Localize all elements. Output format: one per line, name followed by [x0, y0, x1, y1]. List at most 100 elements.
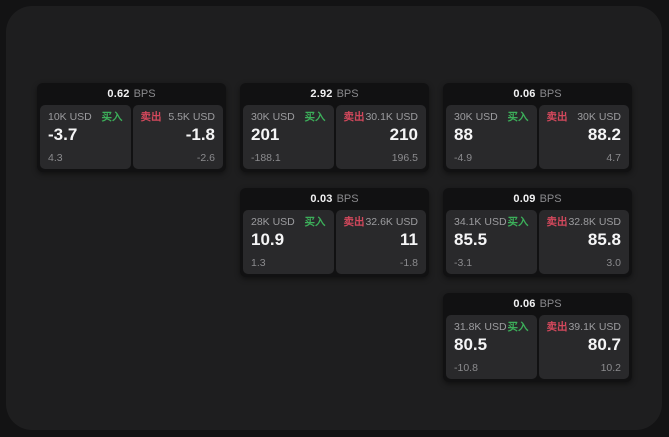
- buy-price: 88: [454, 125, 473, 144]
- buy-panel-topline: 30K USD 买入: [454, 111, 529, 123]
- buy-notional: 30K USD: [251, 111, 295, 123]
- buy-panel[interactable]: 30K USD 买入 201 -188.1: [243, 105, 334, 169]
- spread-bps-value: 0.62: [107, 88, 130, 100]
- spread-bps-unit: BPS: [336, 88, 359, 100]
- sell-panel-topline: 卖出 39.1K USD: [547, 321, 622, 333]
- sell-tag: 卖出: [343, 216, 365, 228]
- buy-change: -3.1: [454, 257, 473, 269]
- buy-change: -188.1: [251, 152, 281, 164]
- sell-panel-topline: 卖出 32.6K USD: [344, 216, 419, 228]
- sell-panel-topline: 卖出 30K USD: [547, 111, 622, 123]
- spread-bps-unit: BPS: [539, 193, 562, 205]
- sell-notional: 30K USD: [577, 111, 621, 123]
- sell-notional: 32.8K USD: [568, 216, 621, 228]
- sell-price: 11: [400, 230, 418, 249]
- sell-notional: 32.6K USD: [365, 216, 418, 228]
- sell-notional: 5.5K USD: [168, 111, 215, 123]
- buy-tag: 买入: [304, 111, 326, 123]
- sell-notional: 39.1K USD: [568, 321, 621, 333]
- sell-panel[interactable]: 卖出 30.1K USD 210 196.5: [335, 105, 426, 169]
- sell-price: -1.8: [185, 125, 215, 144]
- buy-change: -10.8: [454, 362, 478, 374]
- buy-panel-topline: 31.8K USD 买入: [454, 321, 529, 333]
- sell-tag: 卖出: [343, 111, 365, 123]
- quote-card: 0.62 BPS 10K USD 买入 -3.7 4.3 卖出 5.5K USD…: [37, 83, 226, 172]
- spread-header: 0.06 BPS: [446, 293, 629, 315]
- sell-change: 196.5: [391, 152, 418, 164]
- buy-change: -4.9: [454, 152, 473, 164]
- sell-change: -2.6: [196, 152, 215, 164]
- sell-price: 80.7: [587, 335, 621, 354]
- sell-tag: 卖出: [546, 111, 568, 123]
- spread-bps-unit: BPS: [539, 88, 562, 100]
- sell-change: 4.7: [606, 152, 621, 164]
- spread-bps-unit: BPS: [133, 88, 156, 100]
- sell-panel[interactable]: 卖出 5.5K USD -1.8 -2.6: [132, 105, 223, 169]
- buy-panel-topline: 34.1K USD 买入: [454, 216, 529, 228]
- sell-tag: 卖出: [546, 321, 568, 333]
- buy-tag: 买入: [101, 111, 123, 123]
- spread-bps-unit: BPS: [539, 298, 562, 310]
- quote-card: 2.92 BPS 30K USD 买入 201 -188.1 卖出 30.1K …: [240, 83, 429, 172]
- buy-panel[interactable]: 30K USD 买入 88 -4.9: [446, 105, 537, 169]
- buy-panel-topline: 30K USD 买入: [251, 111, 326, 123]
- buy-panel[interactable]: 34.1K USD 买入 85.5 -3.1: [446, 210, 537, 274]
- buy-panel-topline: 28K USD 买入: [251, 216, 326, 228]
- sell-panel-topline: 卖出 5.5K USD: [141, 111, 216, 123]
- spread-bps-value: 0.09: [513, 193, 536, 205]
- spread-bps-value: 0.06: [513, 88, 536, 100]
- spread-header: 0.06 BPS: [446, 83, 629, 105]
- buy-panel-topline: 10K USD 买入: [48, 111, 123, 123]
- buy-price: 85.5: [454, 230, 488, 249]
- quote-card: 0.06 BPS 31.8K USD 买入 80.5 -10.8 卖出 39.1…: [443, 293, 632, 382]
- quote-body: 28K USD 买入 10.9 1.3 卖出 32.6K USD 11 -1.8: [243, 210, 426, 274]
- buy-notional: 31.8K USD: [454, 321, 507, 333]
- spread-bps-value: 0.06: [513, 298, 536, 310]
- sell-change: -1.8: [399, 257, 418, 269]
- quote-body: 10K USD 买入 -3.7 4.3 卖出 5.5K USD -1.8 -2.…: [40, 105, 223, 169]
- sell-tag: 卖出: [140, 111, 162, 123]
- sell-panel[interactable]: 卖出 32.6K USD 11 -1.8: [335, 210, 426, 274]
- quote-card: 0.03 BPS 28K USD 买入 10.9 1.3 卖出 32.6K US…: [240, 188, 429, 277]
- buy-tag: 买入: [304, 216, 326, 228]
- spread-header: 0.03 BPS: [243, 188, 426, 210]
- buy-price: 201: [251, 125, 280, 144]
- quote-body: 30K USD 买入 201 -188.1 卖出 30.1K USD 210 1…: [243, 105, 426, 169]
- quote-body: 31.8K USD 买入 80.5 -10.8 卖出 39.1K USD 80.…: [446, 315, 629, 379]
- sell-panel[interactable]: 卖出 30K USD 88.2 4.7: [538, 105, 629, 169]
- quote-card: 0.09 BPS 34.1K USD 买入 85.5 -3.1 卖出 32.8K…: [443, 188, 632, 277]
- buy-panel[interactable]: 10K USD 买入 -3.7 4.3: [40, 105, 131, 169]
- sell-tag: 卖出: [546, 216, 568, 228]
- spread-header: 0.62 BPS: [40, 83, 223, 105]
- quote-card: 0.06 BPS 30K USD 买入 88 -4.9 卖出 30K USD 8…: [443, 83, 632, 172]
- buy-tag: 买入: [507, 216, 529, 228]
- buy-notional: 10K USD: [48, 111, 92, 123]
- spread-bps-value: 0.03: [310, 193, 333, 205]
- buy-tag: 买入: [507, 111, 529, 123]
- buy-notional: 28K USD: [251, 216, 295, 228]
- buy-change: 1.3: [251, 257, 266, 269]
- sell-panel-topline: 卖出 30.1K USD: [344, 111, 419, 123]
- sell-change: 10.2: [600, 362, 621, 374]
- sell-panel[interactable]: 卖出 32.8K USD 85.8 3.0: [538, 210, 629, 274]
- sell-panel-topline: 卖出 32.8K USD: [547, 216, 622, 228]
- spread-header: 0.09 BPS: [446, 188, 629, 210]
- sell-notional: 30.1K USD: [365, 111, 418, 123]
- buy-notional: 34.1K USD: [454, 216, 507, 228]
- sell-price: 210: [389, 125, 418, 144]
- sell-price: 85.8: [587, 230, 621, 249]
- buy-tag: 买入: [507, 321, 529, 333]
- spread-bps-value: 2.92: [310, 88, 333, 100]
- sell-change: 3.0: [606, 257, 621, 269]
- spread-bps-unit: BPS: [336, 193, 359, 205]
- quote-body: 34.1K USD 买入 85.5 -3.1 卖出 32.8K USD 85.8…: [446, 210, 629, 274]
- buy-panel[interactable]: 28K USD 买入 10.9 1.3: [243, 210, 334, 274]
- quote-body: 30K USD 买入 88 -4.9 卖出 30K USD 88.2 4.7: [446, 105, 629, 169]
- sell-panel[interactable]: 卖出 39.1K USD 80.7 10.2: [538, 315, 629, 379]
- buy-panel[interactable]: 31.8K USD 买入 80.5 -10.8: [446, 315, 537, 379]
- spread-header: 2.92 BPS: [243, 83, 426, 105]
- buy-change: 4.3: [48, 152, 63, 164]
- sell-price: 88.2: [587, 125, 621, 144]
- buy-notional: 30K USD: [454, 111, 498, 123]
- buy-price: 80.5: [454, 335, 488, 354]
